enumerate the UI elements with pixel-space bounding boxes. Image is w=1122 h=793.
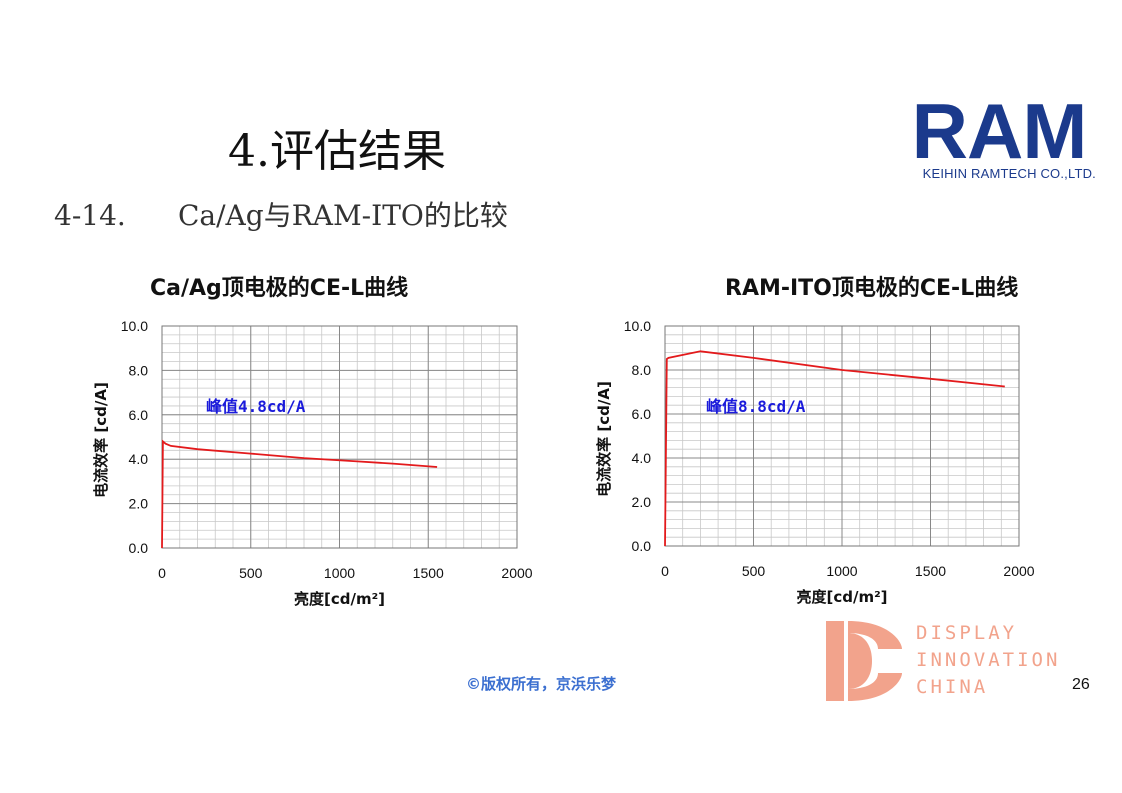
- chart-2-title: RAM-ITO顶电极的CE-L曲线: [725, 276, 1019, 301]
- y-axis-label: 电流效率 [cd/A]: [595, 381, 613, 497]
- plot-frame: [161, 325, 518, 549]
- ram-logo: RAM KEIHIN RAMTECH CO.,LTD.: [900, 87, 1098, 181]
- y-tick-label: 8.0: [129, 362, 149, 378]
- subtitle-number: 4-14.: [54, 199, 126, 232]
- x-tick-label: 0: [661, 563, 669, 579]
- watermark-line: CHINA: [916, 676, 989, 698]
- chart-1-title: Ca/Ag顶电极的CE-L曲线: [150, 276, 409, 301]
- y-tick-label: 2.0: [632, 494, 652, 510]
- logo-word: RAM: [911, 87, 1088, 175]
- series-line: [161, 439, 438, 549]
- x-tick-label: 1500: [413, 565, 444, 581]
- peak-annotation: 峰值4.8cd/A: [206, 397, 306, 416]
- peak-annotation: 峰值8.8cd/A: [706, 397, 806, 416]
- y-tick-label: 10.0: [121, 318, 148, 334]
- y-tick-label: 6.0: [129, 407, 149, 423]
- x-tick-label: 0: [158, 565, 166, 581]
- y-axis-label: 电流效率 [cd/A]: [92, 382, 110, 498]
- x-tick-label: 2000: [1003, 563, 1034, 579]
- y-tick-label: 0.0: [129, 540, 149, 556]
- series-line: [664, 350, 1005, 547]
- x-tick-label: 1000: [826, 563, 857, 579]
- display-innovation-logo-icon: [826, 621, 902, 701]
- x-axis-label: 亮度[cd/m²]: [294, 590, 385, 608]
- y-tick-label: 8.0: [632, 362, 652, 378]
- x-tick-label: 500: [239, 565, 263, 581]
- subtitle-text: Ca/Ag与RAM-ITO的比较: [178, 199, 508, 232]
- y-tick-label: 6.0: [632, 406, 652, 422]
- y-tick-label: 4.0: [129, 451, 149, 467]
- watermark-line: DISPLAY: [916, 622, 1018, 644]
- watermark-line: INNOVATION: [916, 649, 1061, 671]
- display-innovation-text: DISPLAY INNOVATION CHINA: [916, 620, 1060, 701]
- plot-frame: [664, 325, 1020, 547]
- chart-ca-ag: 0.0 2.0 4.0 6.0 8.0 10.0 0 500 1000 1500 2000 亮度[cd…: [92, 318, 533, 608]
- x-tick-label: 2000: [501, 565, 532, 581]
- y-tick-label: 10.0: [624, 318, 651, 334]
- y-tick-label: 4.0: [632, 450, 652, 466]
- chart-ram-ito: 0.0 2.0 4.0 6.0 8.0 10.0 0 500 1000 1500 2000 亮度[cd…: [595, 318, 1035, 606]
- x-axis-label: 亮度[cd/m²]: [796, 588, 887, 606]
- slide-subtitle: 4-14. Ca/Ag与RAM-ITO的比较: [54, 198, 508, 234]
- page-number: 26: [1072, 676, 1090, 693]
- copyright-text: ©版权所有，京浜乐梦: [466, 675, 617, 693]
- x-tick-label: 1000: [324, 565, 355, 581]
- slide-title: 4.评估结果: [228, 126, 446, 177]
- x-tick-label: 1500: [915, 563, 946, 579]
- y-tick-label: 2.0: [129, 496, 149, 512]
- logo-company: KEIHIN RAMTECH CO.,LTD.: [922, 166, 1096, 181]
- y-tick-label: 0.0: [632, 538, 652, 554]
- x-tick-label: 500: [742, 563, 766, 579]
